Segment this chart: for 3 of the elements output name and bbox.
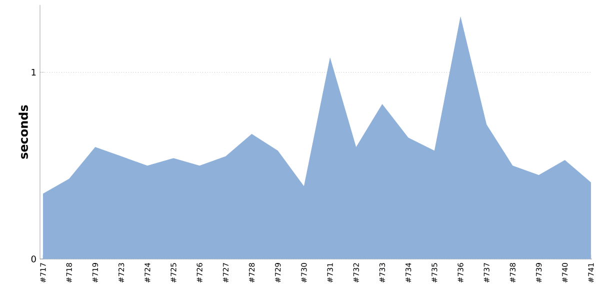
y-axis-title: seconds	[18, 105, 28, 159]
y-tick-label: 0	[31, 256, 36, 262]
y-tick-label: 1	[32, 68, 36, 76]
